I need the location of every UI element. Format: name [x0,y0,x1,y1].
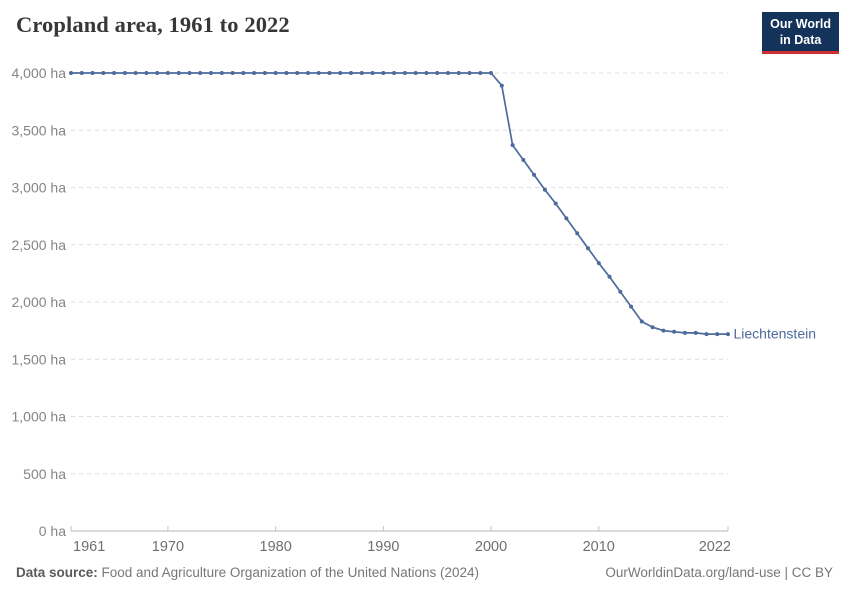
data-point[interactable] [155,71,160,75]
data-source-label: Data source: [16,565,98,580]
data-point[interactable] [607,274,612,279]
data-point[interactable] [209,71,213,75]
data-point[interactable] [596,261,601,266]
data-point[interactable] [219,71,224,75]
data-point[interactable] [359,71,364,75]
data-point[interactable] [446,71,450,75]
data-point[interactable] [338,71,343,75]
owid-url-license-link[interactable]: OurWorldinData.org/land-use | CC BY [605,565,833,580]
data-point[interactable] [715,332,720,337]
data-point[interactable] [69,71,73,75]
data-point[interactable] [402,71,407,75]
data-point[interactable] [575,231,580,236]
data-point[interactable] [230,71,235,75]
data-source-text: Food and Agriculture Organization of the… [97,565,480,580]
chart-header: Cropland area, 1961 to 2022 Our World in… [0,0,850,54]
x-axis-label: 2000 [475,539,507,555]
data-point[interactable] [510,143,515,148]
data-point[interactable] [521,158,526,162]
data-point[interactable] [133,71,138,75]
data-point[interactable] [499,83,504,88]
x-axis-label: 1990 [367,539,399,555]
data-point[interactable] [456,71,461,75]
x-axis-label: 1970 [152,539,184,555]
data-point[interactable] [693,330,698,335]
data-point[interactable] [112,71,117,75]
data-point[interactable] [564,216,569,221]
data-point[interactable] [122,71,127,75]
data-source-note: Data source: Food and Agriculture Organi… [16,563,479,583]
series-entity-label[interactable]: Liechtenstein [734,326,817,342]
x-axis-label: 1980 [260,539,292,555]
data-point[interactable] [295,71,300,75]
data-point[interactable] [618,289,623,294]
y-axis-label: 1,500 ha [12,351,67,367]
chart-title: Cropland area, 1961 to 2022 [16,12,290,37]
data-point[interactable] [327,71,332,75]
data-point[interactable] [144,71,149,75]
y-axis-label: 2,500 ha [12,237,67,253]
data-point[interactable] [306,71,310,75]
data-point[interactable] [316,71,321,75]
data-point[interactable] [90,71,95,75]
y-axis-label: 2,000 ha [12,294,67,310]
x-axis-label: 2022 [699,539,731,555]
y-axis-label: 4,000 ha [12,65,67,81]
owid-logo[interactable]: Our World in Data [762,12,839,54]
data-point[interactable] [284,71,289,75]
data-point[interactable] [726,332,730,337]
data-point[interactable] [273,71,278,75]
data-point[interactable] [349,71,353,75]
data-point[interactable] [489,71,493,75]
data-point[interactable] [424,71,429,75]
x-axis-label: 1961 [73,539,105,555]
data-point[interactable] [241,71,246,75]
data-point[interactable] [532,172,537,177]
data-point[interactable] [370,71,375,75]
series-line[interactable] [70,72,729,335]
data-point[interactable] [176,71,181,75]
data-point[interactable] [467,71,472,75]
owid-logo-line2: in Data [779,33,822,47]
data-point[interactable] [672,329,677,334]
y-axis-label: 500 ha [23,466,66,482]
y-axis-label: 1,000 ha [12,409,67,425]
y-axis-label: 3,000 ha [12,180,67,196]
x-axis-label: 2010 [583,539,615,555]
data-point[interactable] [79,71,84,75]
data-point[interactable] [542,187,547,192]
y-axis-label: 0 ha [39,523,66,539]
data-point[interactable] [629,304,634,309]
data-point[interactable] [165,71,170,75]
data-point[interactable] [252,71,257,75]
data-point[interactable] [586,246,590,251]
data-point[interactable] [650,325,655,330]
data-point[interactable] [381,71,386,75]
data-point[interactable] [639,319,644,324]
data-point[interactable] [435,71,440,75]
data-point[interactable] [553,201,558,206]
data-point[interactable] [661,328,666,333]
data-point[interactable] [413,71,418,75]
data-point[interactable] [187,71,192,75]
data-point[interactable] [198,71,203,75]
data-point[interactable] [478,71,483,75]
data-point[interactable] [682,330,687,335]
data-point[interactable] [704,332,709,337]
y-axis-label: 3,500 ha [12,122,67,138]
chart-footer: Data source: Food and Agriculture Organi… [16,563,833,583]
data-point[interactable] [392,71,397,75]
data-point[interactable] [262,71,267,75]
data-point[interactable] [101,71,106,75]
owid-logo-line1: Our World [770,17,831,31]
